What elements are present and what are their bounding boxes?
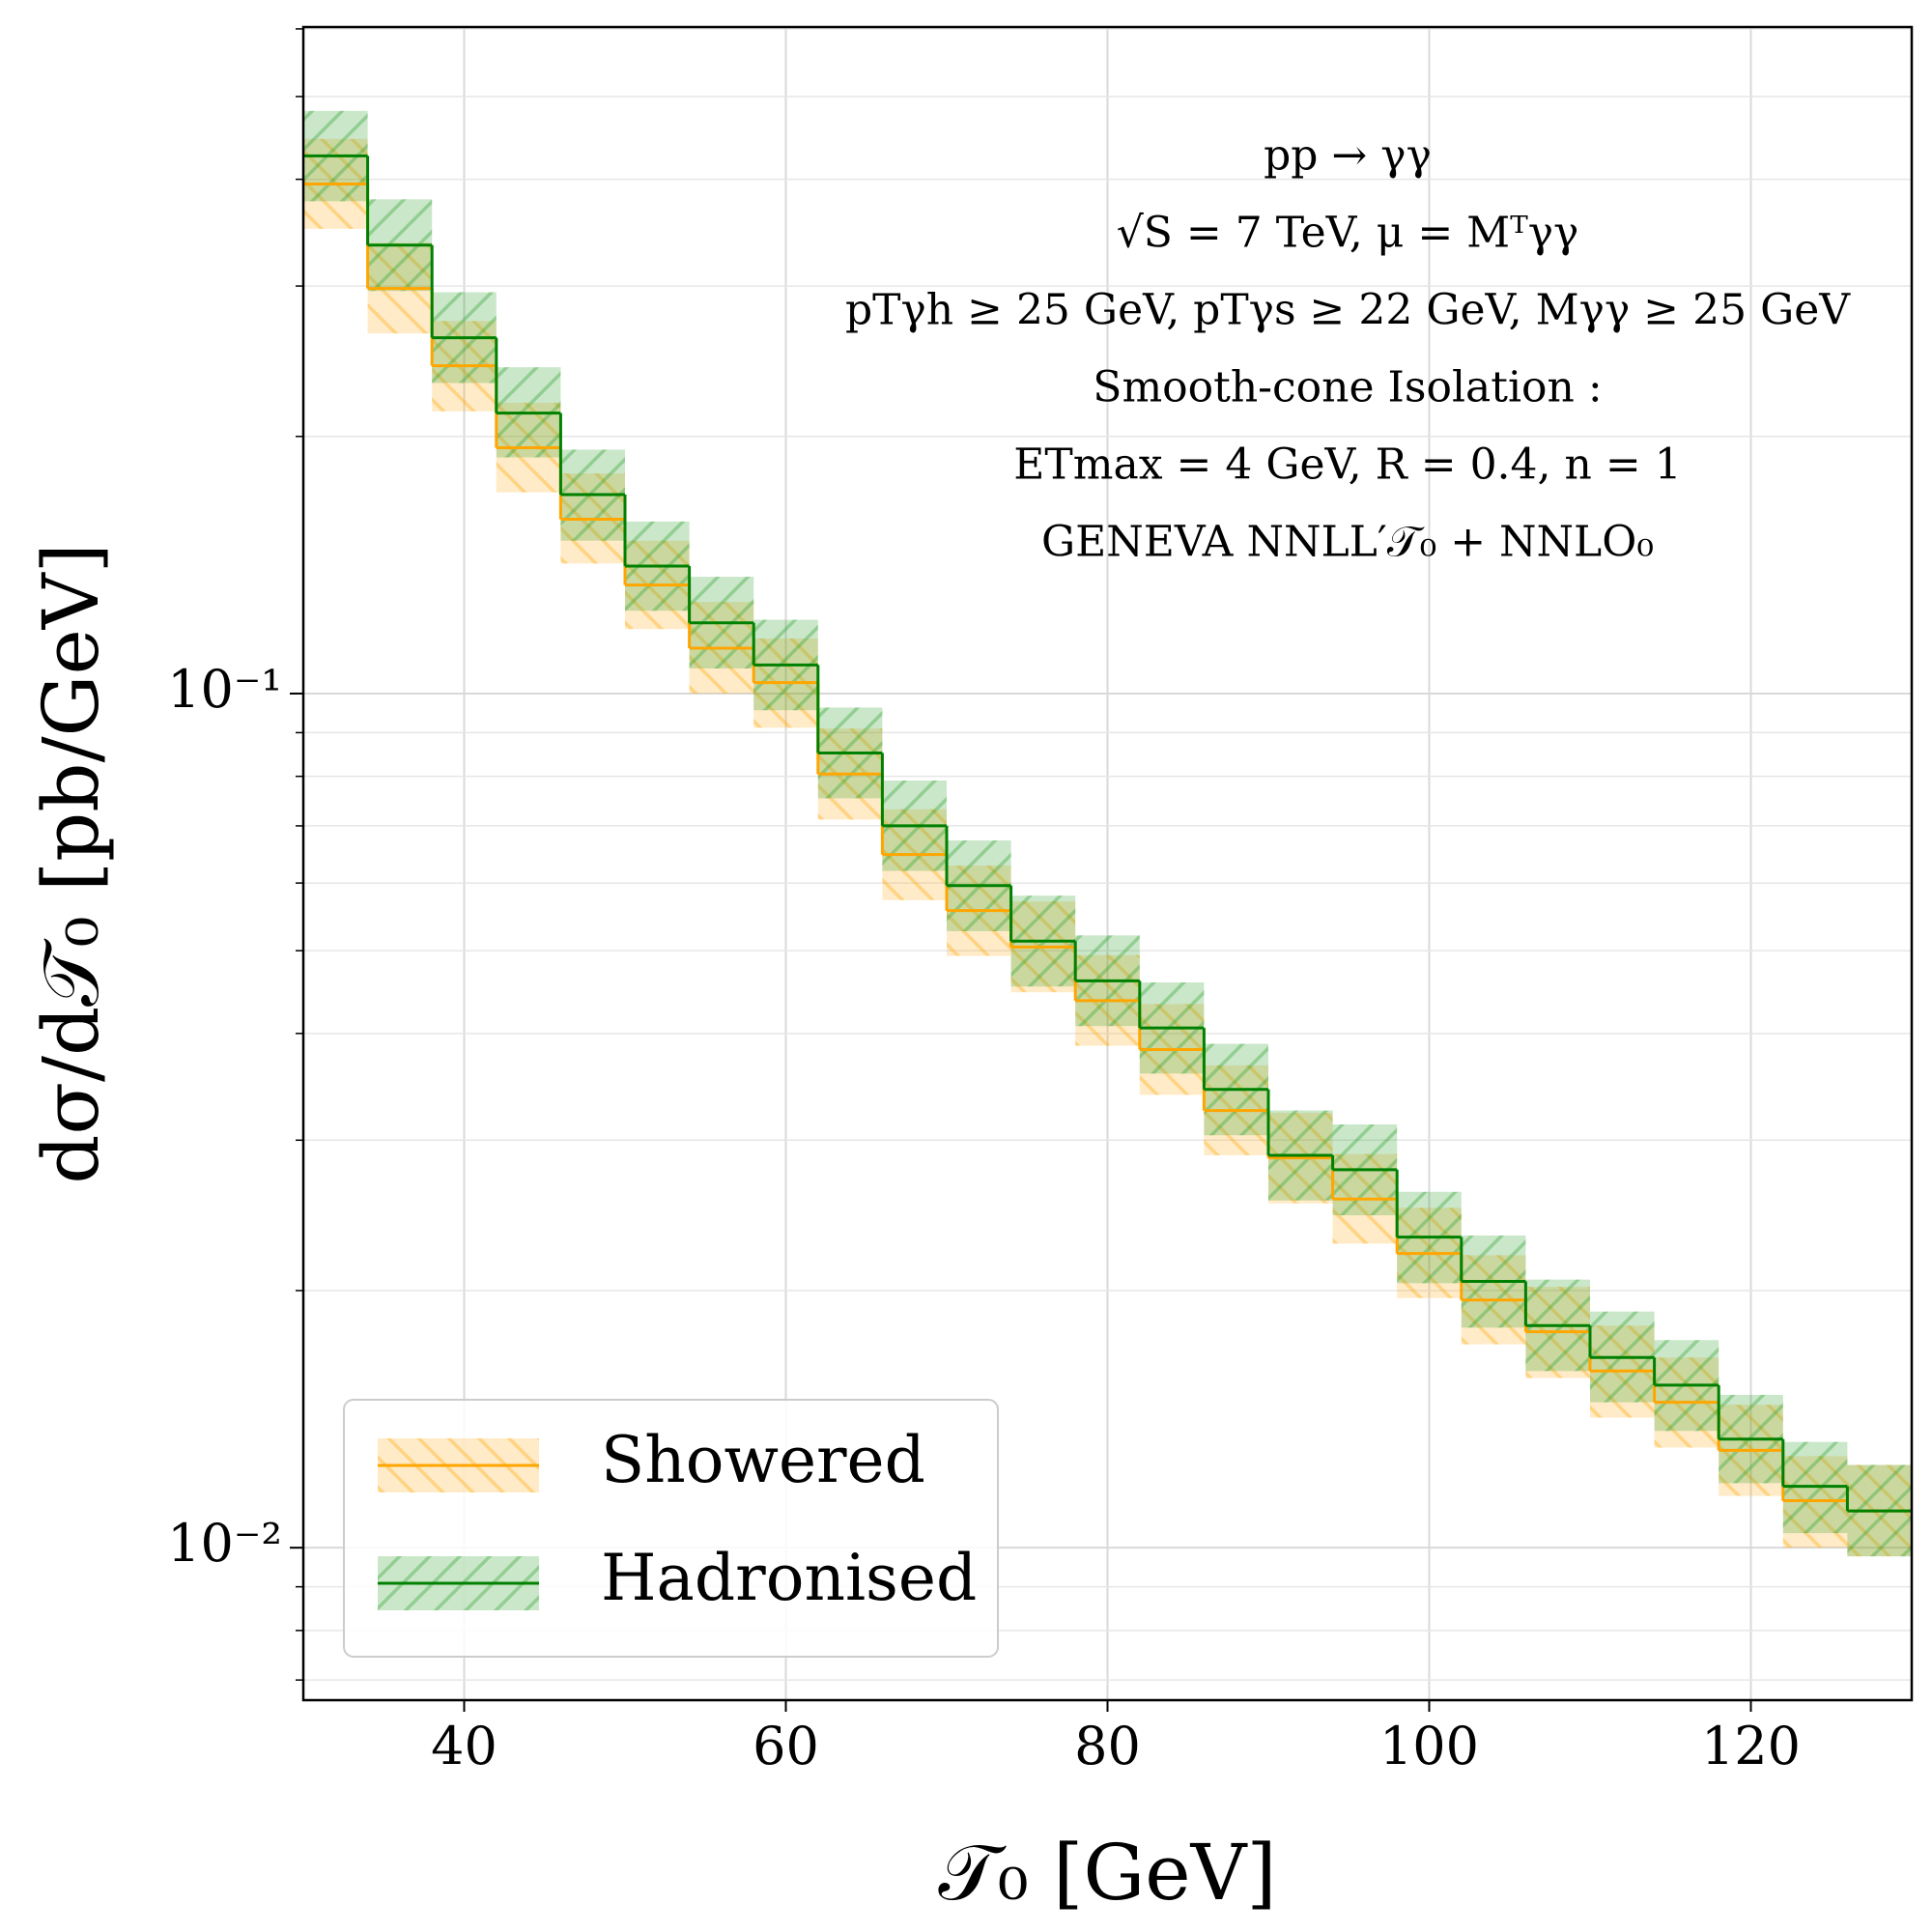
legend-label: Hadronised: [601, 1541, 977, 1615]
annotation: pTγh ≥ 25 GeV, pTγs ≥ 22 GeV, Mγγ ≥ 25 G…: [845, 286, 1851, 335]
y-tick-label: 10⁻¹: [167, 659, 282, 720]
y-axis-title: dσ/d𝒯₀ [pb/GeV]: [26, 543, 116, 1184]
annotation: ETmax = 4 GeV, R = 0.4, n = 1: [1013, 440, 1681, 490]
annotation: Smooth-cone Isolation :: [1093, 363, 1602, 412]
x-tick-label: 80: [1074, 1716, 1141, 1776]
x-tick-label: 100: [1379, 1716, 1479, 1776]
x-axis-title: 𝒯₀ [GeV]: [938, 1828, 1276, 1918]
legend-label: Showered: [601, 1423, 925, 1497]
annotation: pp → γγ: [1264, 131, 1432, 181]
annotation: GENEVA NNLL′𝒯₀ + NNLO₀: [1041, 518, 1654, 567]
annotation: √S = 7 TeV, μ = Mᵀγγ: [1117, 209, 1579, 258]
x-tick-label: 40: [431, 1716, 497, 1776]
y-tick-label: 10⁻²: [167, 1513, 282, 1574]
x-tick-label: 120: [1701, 1716, 1801, 1776]
x-tick-label: 60: [753, 1716, 819, 1776]
